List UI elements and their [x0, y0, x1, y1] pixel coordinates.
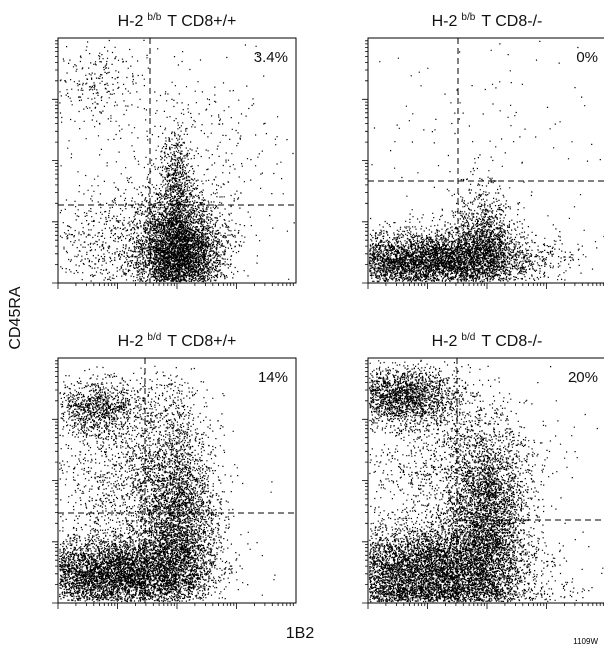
- dot-cloud: [369, 359, 604, 603]
- title-prefix: H-2: [432, 333, 458, 350]
- panel-title: H-2 b/d T CD8-/-: [432, 332, 543, 350]
- title-prefix: H-2: [118, 13, 144, 30]
- axis-ticks: [362, 40, 604, 289]
- quadrant-percent: 0%: [576, 49, 598, 66]
- scatter-panel: [362, 37, 604, 289]
- title-superscript: b/b: [461, 12, 475, 23]
- scatter-panel: [362, 357, 604, 609]
- dot-cloud: [369, 40, 604, 283]
- title-prefix: H-2: [432, 13, 458, 30]
- axis-ticks: [52, 40, 294, 289]
- scatter-panel: [52, 37, 297, 289]
- quadrant-percent: 3.4%: [254, 49, 288, 66]
- scatter-panel: [52, 357, 297, 609]
- quadrant-percent: 20%: [568, 369, 598, 386]
- title-prefix: H-2: [118, 333, 144, 350]
- dot-cloud: [59, 365, 276, 603]
- title-suffix: T CD8-/-: [481, 333, 542, 350]
- panel-title: H-2 b/b T CD8+/+: [118, 12, 237, 30]
- y-axis-label: CD45RA: [7, 286, 24, 349]
- title-superscript: b/b: [147, 12, 161, 23]
- axis-ticks: [362, 360, 604, 609]
- dot-cloud: [59, 39, 295, 283]
- panel-title: H-2 b/d T CD8+/+: [118, 332, 237, 350]
- figure-code: 1109W: [573, 637, 598, 646]
- panel-title: H-2 b/b T CD8-/-: [432, 12, 543, 30]
- x-axis-label: 1B2: [286, 625, 315, 642]
- title-suffix: T CD8+/+: [167, 333, 236, 350]
- title-suffix: T CD8+/+: [167, 13, 236, 30]
- title-superscript: b/d: [147, 332, 161, 343]
- title-superscript: b/d: [461, 332, 475, 343]
- title-suffix: T CD8-/-: [481, 13, 542, 30]
- axis-ticks: [52, 360, 294, 609]
- quadrant-percent: 14%: [258, 369, 288, 386]
